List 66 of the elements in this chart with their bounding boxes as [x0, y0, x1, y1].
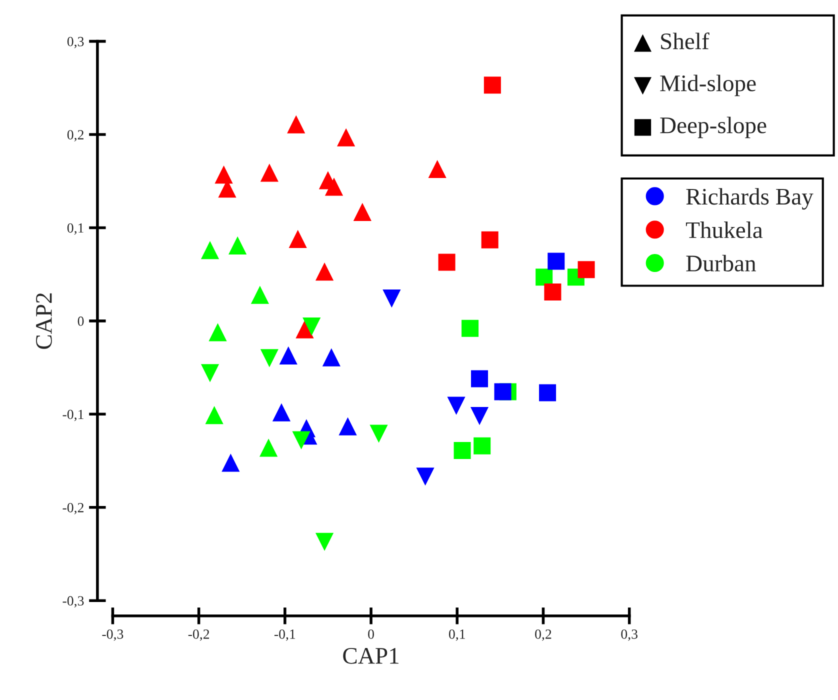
point — [272, 403, 291, 422]
point — [539, 384, 556, 402]
point — [544, 284, 562, 301]
point — [205, 406, 224, 424]
x-tick-label: 0,1 — [448, 629, 465, 641]
y-tick-label: -0,1 — [62, 410, 84, 422]
x-tick-label: -0,1 — [274, 629, 296, 641]
point — [324, 178, 344, 196]
point — [315, 262, 334, 281]
y-tick-label: -0,3 — [62, 596, 84, 608]
point — [208, 323, 227, 342]
point — [471, 370, 488, 388]
point — [315, 532, 334, 551]
point — [338, 417, 357, 436]
legend-label: Thukela — [686, 222, 763, 238]
point — [222, 454, 240, 472]
point — [536, 268, 553, 286]
y-tick-label: 0 — [78, 316, 84, 326]
legend-label: Richards Bay — [686, 188, 814, 210]
text: Mid-slope — [660, 74, 756, 96]
x-tick-label: 0,2 — [535, 629, 552, 641]
point — [447, 396, 466, 415]
point — [260, 164, 278, 182]
point — [337, 128, 356, 146]
text: Shelf — [661, 32, 710, 50]
y-axis-title: CAP2 — [36, 293, 52, 349]
point — [454, 442, 471, 460]
point — [370, 424, 388, 443]
point — [474, 437, 491, 454]
point — [322, 348, 340, 366]
x-tick-label: -0,2 — [188, 629, 210, 641]
point — [548, 252, 565, 270]
point — [578, 261, 595, 278]
x-tick-label: -0,3 — [102, 629, 124, 641]
point — [462, 320, 479, 337]
point — [494, 383, 512, 400]
point — [214, 166, 233, 184]
point — [428, 160, 446, 178]
x-axis-title: CAP1 — [343, 648, 398, 664]
point — [481, 231, 498, 248]
y-tick-label: -0,2 — [62, 502, 84, 514]
y-tick-label: 0,3 — [67, 36, 84, 48]
point — [200, 241, 220, 260]
point — [287, 115, 306, 134]
point — [353, 202, 372, 221]
text: Deep-slope — [660, 116, 766, 138]
point — [416, 468, 434, 486]
point — [250, 286, 270, 304]
point — [200, 364, 220, 382]
x-tick-label: 0 — [368, 629, 374, 639]
y-tick-label: 0,1 — [67, 223, 84, 235]
point — [279, 346, 298, 364]
point — [470, 406, 489, 426]
x-tick-label: 0,3 — [621, 629, 638, 641]
point — [260, 349, 278, 368]
legend-label: Durban — [686, 254, 756, 272]
point — [288, 230, 307, 248]
point — [260, 438, 278, 457]
y-tick-label: 0,2 — [67, 130, 84, 142]
point — [438, 254, 456, 271]
point — [228, 236, 247, 254]
point — [302, 317, 321, 336]
point — [296, 320, 314, 338]
point — [292, 431, 310, 450]
point — [484, 76, 501, 94]
point — [382, 290, 401, 308]
